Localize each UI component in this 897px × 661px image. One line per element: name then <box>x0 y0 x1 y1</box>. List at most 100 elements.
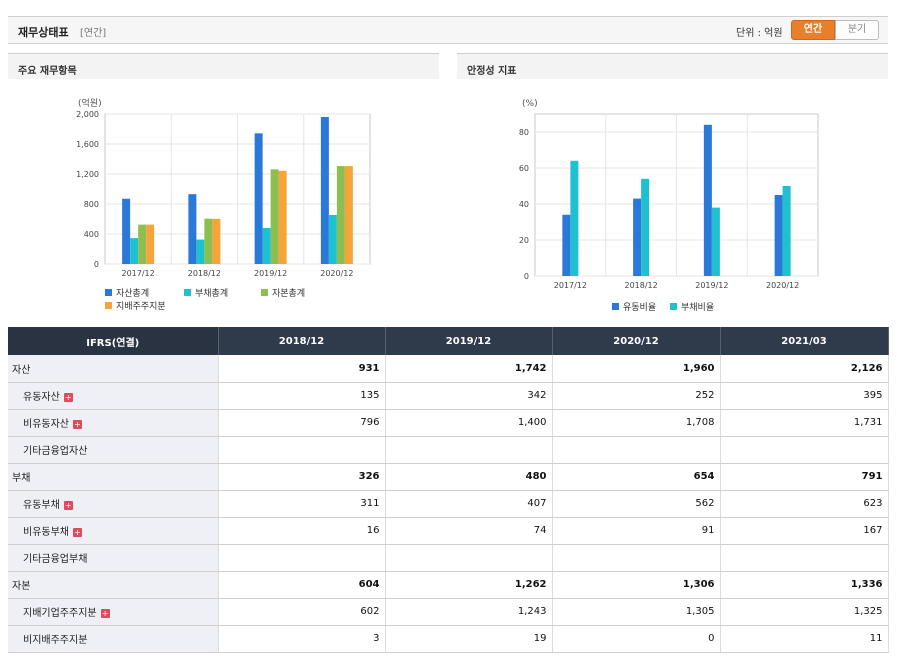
table-row: 자산 931 1,742 1,960 2,126 <box>8 355 889 383</box>
row-label: 비유동자산 <box>23 419 69 430</box>
value-cell: 74 <box>385 517 553 545</box>
bar <box>562 214 571 276</box>
row-label: 유동자산 <box>23 392 60 403</box>
row-label: 기타금융업부채 <box>23 554 88 565</box>
table-row: 부채 326 480 654 791 <box>8 463 889 491</box>
stability-panel-title: 안정성 지표 <box>457 53 888 79</box>
column-header: 2018/12 <box>218 327 386 355</box>
value-cell <box>552 436 721 464</box>
value-cell: 311 <box>218 490 386 518</box>
column-header: 2019/12 <box>385 327 553 355</box>
annual-toggle-button[interactable]: 연간 <box>791 20 835 40</box>
row-label-cell: 비유동자산 + <box>8 409 219 437</box>
bar <box>774 195 783 276</box>
y-tick-label: 40 <box>519 200 529 209</box>
legend-label: 부채비율 <box>681 302 714 313</box>
bar <box>320 117 329 264</box>
row-label-cell: 자본 <box>8 571 219 599</box>
bar <box>711 207 720 276</box>
table-row: 기타금융업자산 <box>8 436 889 464</box>
y-tick-label: 60 <box>519 164 529 173</box>
row-label: 자본 <box>12 581 31 592</box>
value-cell: 1,336 <box>720 571 889 599</box>
y-axis-label: (%) <box>522 99 538 109</box>
value-cell <box>552 544 721 572</box>
table-row: 자본 604 1,262 1,306 1,336 <box>8 571 889 599</box>
row-label-cell: 자산 <box>8 355 219 383</box>
bar <box>196 239 205 264</box>
value-cell: 16 <box>218 517 386 545</box>
value-cell: 1,305 <box>552 598 721 626</box>
value-cell: 3 <box>218 625 386 653</box>
bar <box>130 238 139 264</box>
row-label-cell: 비유동부채 + <box>8 517 219 545</box>
key-items-panel-title: 주요 재무항목 <box>8 53 439 79</box>
legend-label: 지배주주지분 <box>116 301 166 312</box>
legend-label: 자산총계 <box>116 287 149 299</box>
value-cell: 91 <box>552 517 721 545</box>
value-cell <box>385 544 553 572</box>
row-label-cell: 비지배주주지분 <box>8 625 219 653</box>
row-label: 비유동부채 <box>23 527 69 538</box>
table-row: 유동자산 +135 342 252 395 <box>8 382 889 410</box>
value-cell <box>720 544 889 572</box>
expand-plus-icon[interactable]: + <box>100 609 110 618</box>
statement-title: 재무상태표 <box>18 26 69 39</box>
legend-swatch <box>184 289 191 296</box>
y-tick-label: 1,600 <box>76 140 99 149</box>
value-cell <box>720 436 889 464</box>
bar <box>146 224 155 264</box>
bar <box>122 198 131 264</box>
table-row: 지배기업주주지분 +602 1,243 1,305 1,325 <box>8 598 889 626</box>
y-tick-label: 0 <box>524 272 529 281</box>
value-cell: 796 <box>218 409 386 437</box>
value-cell: 0 <box>552 625 721 653</box>
value-cell: 1,742 <box>385 355 553 383</box>
x-tick-label: 2020/12 <box>766 281 799 290</box>
row-label-cell: 기타금융업부채 <box>8 544 219 572</box>
value-cell: 395 <box>720 382 889 410</box>
bar <box>328 214 337 264</box>
bar <box>204 218 213 264</box>
value-cell: 1,306 <box>552 571 721 599</box>
expand-plus-icon[interactable]: + <box>63 501 73 510</box>
x-tick-label: 2018/12 <box>625 281 658 290</box>
value-cell: 791 <box>720 463 889 491</box>
y-tick-label: 400 <box>84 230 99 239</box>
table-row: 유동부채 +311 407 562 623 <box>8 490 889 518</box>
legend-swatch <box>612 303 619 310</box>
x-tick-label: 2019/12 <box>254 269 287 278</box>
value-cell: 135 <box>218 382 386 410</box>
row-label: 지배기업주주지분 <box>23 608 97 619</box>
x-tick-label: 2020/12 <box>320 269 353 278</box>
value-cell: 623 <box>720 490 889 518</box>
legend-swatch <box>670 303 677 310</box>
expand-plus-icon[interactable]: + <box>73 528 82 537</box>
row-label-cell: 유동부채 + <box>8 490 219 518</box>
value-cell <box>218 436 386 464</box>
expand-plus-icon[interactable]: + <box>73 420 82 429</box>
table-row: 기타금융업부채 <box>8 544 889 572</box>
quarter-toggle-button[interactable]: 분기 <box>835 20 879 40</box>
bar <box>344 166 353 264</box>
key-items-chart: (억원) 0 400 800 1,200 1,600 2,000 2017/12 2018/12… <box>76 97 371 312</box>
value-cell: 931 <box>218 355 386 383</box>
table-row: 비유동부채 +16 74 91 167 <box>8 517 889 545</box>
stability-chart: (%) 0 20 40 60 80 2017/12 2018/12 2019/12 2020/12… <box>519 99 819 313</box>
value-cell: 1,325 <box>720 598 889 626</box>
bar <box>262 228 271 264</box>
legend-swatch <box>261 289 268 296</box>
expand-plus-icon[interactable]: + <box>63 393 73 402</box>
legend-label: 유동비율 <box>623 302 656 313</box>
x-tick-label: 2018/12 <box>188 269 221 278</box>
value-cell: 1,731 <box>720 409 889 437</box>
column-header: 2020/12 <box>552 327 721 355</box>
row-label-cell: 지배기업주주지분 + <box>8 598 219 626</box>
row-label-cell: 부채 <box>8 463 219 491</box>
value-cell: 167 <box>720 517 889 545</box>
legend-label: 부채총계 <box>195 287 228 299</box>
x-tick-label: 2017/12 <box>554 281 587 290</box>
y-tick-label: 800 <box>84 200 99 209</box>
value-cell <box>385 436 553 464</box>
balance-sheet-table: IFRS(연결) 2018/12 2019/12 2020/12 2021/03… <box>8 327 889 653</box>
